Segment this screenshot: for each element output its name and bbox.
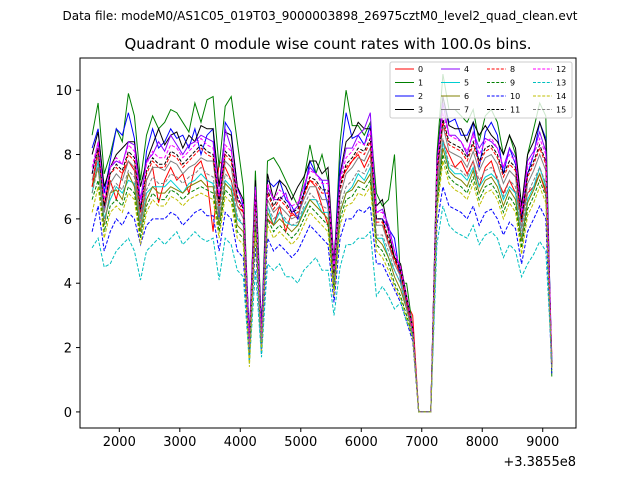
series-line-0 (91, 139, 553, 413)
y-tick-label: 8 (64, 149, 72, 164)
x-tick-label: 3000 (163, 435, 196, 450)
y-tick-label: 6 (64, 213, 72, 228)
legend-label-11: 11 (510, 106, 520, 115)
legend-label-6: 6 (464, 92, 469, 101)
series-line-14 (91, 160, 553, 413)
x-tick-label: 5000 (284, 435, 317, 450)
chart-title: Quadrant 0 module wise count rates with … (124, 35, 531, 53)
x-tick-label: 8000 (466, 435, 499, 450)
series-line-8 (91, 122, 553, 413)
x-tick-label: 4000 (224, 435, 257, 450)
x-tick-label: 6000 (345, 435, 378, 450)
series-line-9 (91, 154, 553, 413)
legend-label-2: 2 (418, 92, 423, 101)
legend-label-13: 13 (556, 79, 566, 88)
y-tick-label: 10 (55, 84, 72, 99)
series-line-1 (91, 74, 553, 413)
series-line-3 (91, 96, 553, 413)
x-tick-label: 7000 (405, 435, 438, 450)
legend-label-15: 15 (556, 106, 566, 115)
x-offset-label: +3.3855e8 (503, 455, 576, 470)
series-line-13 (91, 205, 553, 413)
series-line-4 (91, 102, 553, 413)
legend-label-7: 7 (464, 106, 469, 115)
y-tick-label: 4 (64, 277, 72, 292)
series-line-7 (91, 125, 553, 413)
legend-label-5: 5 (464, 79, 469, 88)
legend-label-12: 12 (556, 65, 566, 74)
series-layer (91, 74, 553, 413)
x-tick-label: 2000 (103, 435, 136, 450)
legend-label-9: 9 (510, 79, 515, 88)
legend-label-8: 8 (510, 65, 515, 74)
y-axis: 0 2 4 6 8 10 (55, 84, 80, 421)
y-tick-label: 2 (64, 342, 72, 357)
legend-label-0: 0 (418, 65, 423, 74)
legend-label-3: 3 (418, 106, 423, 115)
series-line-12 (91, 112, 553, 413)
series-line-11 (91, 118, 553, 413)
y-tick-label: 0 (64, 406, 72, 421)
figure-suptitle: Data file: modeM0/AS1C05_019T03_90000038… (62, 9, 577, 23)
legend-label-10: 10 (510, 92, 520, 101)
series-line-6 (91, 147, 553, 413)
legend-label-14: 14 (556, 92, 566, 101)
legend-label-1: 1 (418, 79, 423, 88)
axes-frame (79, 57, 577, 429)
legend-label-4: 4 (464, 65, 469, 74)
series-line-15 (91, 138, 553, 413)
x-axis: 2000 3000 4000 5000 6000 7000 8000 9000 (103, 428, 559, 450)
plot-area (91, 74, 553, 413)
legend-box (389, 61, 573, 119)
x-tick-label: 9000 (526, 435, 559, 450)
